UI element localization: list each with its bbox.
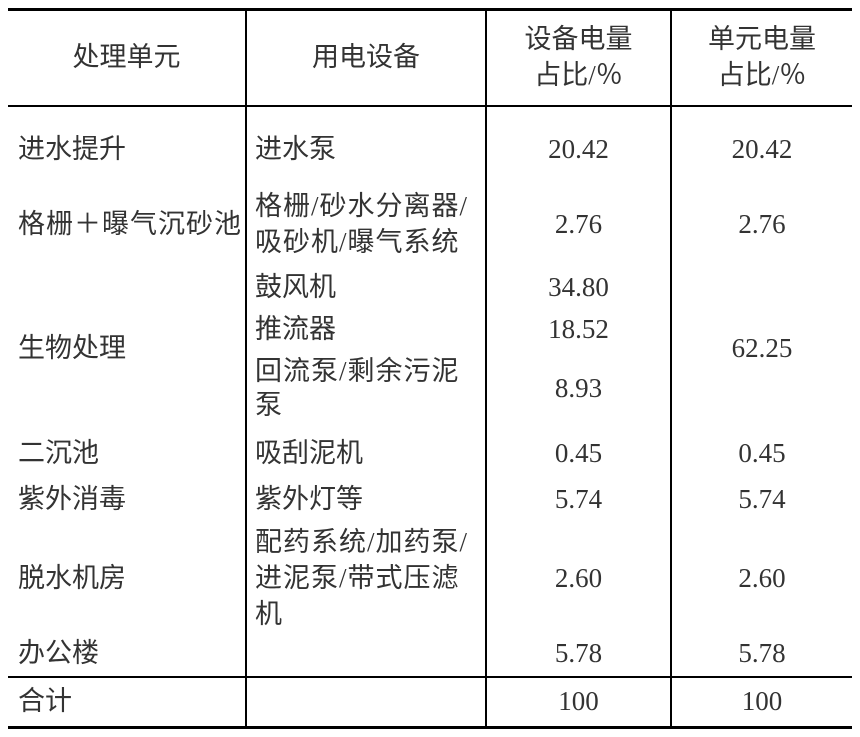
cell-unit-pct: 62.25 [671, 260, 852, 430]
cell-unit: 进水提升 [8, 126, 246, 188]
cell-device: 格栅/砂水分离器/ 吸砂机/曝气系统 [246, 188, 486, 260]
header-device: 用电设备 [246, 10, 486, 107]
cell-device-l2: 进泥泵/带式压滤机 [255, 563, 460, 629]
cell-dev-pct: 0.45 [486, 430, 671, 476]
spacer-row [8, 106, 852, 126]
cell-unit-pct: 5.74 [671, 476, 852, 522]
cell-unit: 紫外消毒 [8, 476, 246, 522]
cell-unit: 办公楼 [8, 634, 246, 677]
table-row: 生物处理 鼓风机 34.80 62.25 [8, 260, 852, 308]
cell-dev-pct: 2.76 [486, 188, 671, 260]
cell-dev-pct: 100 [486, 677, 671, 728]
header-unit-pct-l1: 单元电量 [708, 24, 816, 54]
cell-unit: 合计 [8, 677, 246, 728]
cell-device: 配药系统/加药泵/ 进泥泵/带式压滤机 [246, 522, 486, 634]
table-row: 格栅＋曝气沉砂池 格栅/砂水分离器/ 吸砂机/曝气系统 2.76 2.76 [8, 188, 852, 260]
cell-device: 吸刮泥机 [246, 430, 486, 476]
header-device-pct-l2: 占比/％ [534, 60, 623, 90]
cell-unit: 生物处理 [8, 260, 246, 430]
power-consumption-table: 处理单元 用电设备 设备电量 占比/％ 单元电量 占比/％ 进水提升 进水泵 [8, 8, 852, 729]
cell-unit-pct: 20.42 [671, 126, 852, 188]
cell-device: 回流泵/剩余污泥泵 [246, 350, 486, 430]
cell-dev-pct: 8.93 [486, 350, 671, 430]
cell-unit-pct: 100 [671, 677, 852, 728]
table-row-total: 合计 100 100 [8, 677, 852, 728]
table-row: 二沉池 吸刮泥机 0.45 0.45 [8, 430, 852, 476]
cell-device-l1: 格栅/砂水分离器/ [255, 191, 468, 221]
table-header: 处理单元 用电设备 设备电量 占比/％ 单元电量 占比/％ [8, 10, 852, 107]
header-unit: 处理单元 [8, 10, 246, 107]
table-body: 进水提升 进水泵 20.42 20.42 格栅＋曝气沉砂池 格栅/砂水分离器/ … [8, 106, 852, 728]
header-device-pct-l1: 设备电量 [525, 24, 633, 54]
cell-dev-pct: 5.74 [486, 476, 671, 522]
cell-dev-pct: 34.80 [486, 260, 671, 308]
cell-unit-pct: 2.76 [671, 188, 852, 260]
cell-unit: 二沉池 [8, 430, 246, 476]
cell-device-l2: 吸砂机/曝气系统 [255, 227, 460, 257]
header-unit-pct-l2: 占比/％ [718, 60, 807, 90]
cell-unit-pct: 0.45 [671, 430, 852, 476]
cell-dev-pct: 5.78 [486, 634, 671, 677]
cell-device: 进水泵 [246, 126, 486, 188]
cell-unit: 格栅＋曝气沉砂池 [8, 188, 246, 260]
table-row: 进水提升 进水泵 20.42 20.42 [8, 126, 852, 188]
cell-device [246, 677, 486, 728]
cell-unit-pct: 5.78 [671, 634, 852, 677]
cell-device-l1: 配药系统/加药泵/ [255, 527, 468, 557]
cell-device: 鼓风机 [246, 260, 486, 308]
cell-dev-pct: 20.42 [486, 126, 671, 188]
cell-unit-pct: 2.60 [671, 522, 852, 634]
cell-dev-pct: 18.52 [486, 308, 671, 350]
header-device-pct: 设备电量 占比/％ [486, 10, 671, 107]
cell-device: 紫外灯等 [246, 476, 486, 522]
cell-dev-pct: 2.60 [486, 522, 671, 634]
header-unit-pct: 单元电量 占比/％ [671, 10, 852, 107]
cell-device: 推流器 [246, 308, 486, 350]
table-row: 脱水机房 配药系统/加药泵/ 进泥泵/带式压滤机 2.60 2.60 [8, 522, 852, 634]
table-row: 紫外消毒 紫外灯等 5.74 5.74 [8, 476, 852, 522]
cell-device [246, 634, 486, 677]
table-row: 办公楼 5.78 5.78 [8, 634, 852, 677]
cell-unit: 脱水机房 [8, 522, 246, 634]
